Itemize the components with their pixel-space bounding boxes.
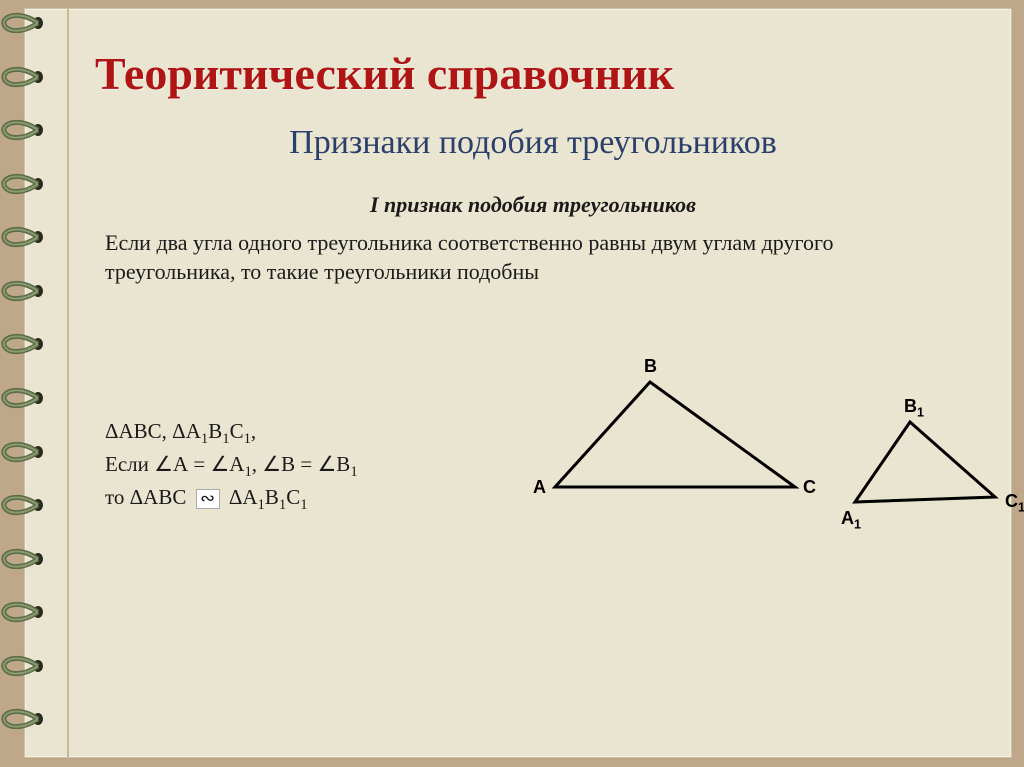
triangles-svg [465,327,1024,567]
similar-symbol-box: ∾ [196,489,220,509]
txt: ΔАВС, ΔА [105,419,201,443]
txt: то ΔАВС [105,485,186,509]
txt: , [251,419,256,443]
sub: 1 [244,431,251,447]
spiral-binding [0,0,48,767]
formula-line-1: ΔАВС, ΔА1В1С1, [105,417,358,450]
vertex-label-b1: B1 [904,396,924,420]
section-heading: I признак подобия треугольников [95,192,971,218]
vertex-label-c1: C1 [1005,491,1024,515]
txt: В [265,485,279,509]
txt: Если ∠А = ∠А [105,452,244,476]
txt: , ∠В = ∠В [252,452,351,476]
formula-block: ΔАВС, ΔА1В1С1, Если ∠А = ∠А1, ∠В = ∠В1 т… [105,417,358,515]
triangle-a1b1c1 [855,422,995,502]
sub: 1 [244,464,251,480]
vertex-label-a: A [533,477,546,498]
slide: Теоритический справочник Признаки подоби… [24,8,1012,758]
sub: 1 [350,464,357,480]
txt: ΔА [229,485,258,509]
theorem-text: Если два угла одного треугольника соотве… [105,228,961,287]
vertex-label-b: B [644,356,657,377]
txt: В [208,419,222,443]
lower-region: ΔАВС, ΔА1В1С1, Если ∠А = ∠А1, ∠В = ∠В1 т… [95,327,971,607]
sub: 1 [300,497,307,513]
sub: 1 [222,431,229,447]
txt: С [230,419,244,443]
txt: С [286,485,300,509]
formula-line-2: Если ∠А = ∠А1, ∠В = ∠В1 [105,450,358,483]
subtitle: Признаки подобия треугольников [95,124,971,162]
page-title: Теоритический справочник [95,49,971,100]
formula-line-3: то ΔАВС ∾ ΔА1В1С1 [105,483,358,516]
triangle-abc [555,382,795,487]
vertex-label-c: C [803,477,816,498]
sub: 1 [258,497,265,513]
triangles-diagram: A B C A1 B1 C1 [465,327,1024,567]
vertex-label-a1: A1 [841,508,861,532]
